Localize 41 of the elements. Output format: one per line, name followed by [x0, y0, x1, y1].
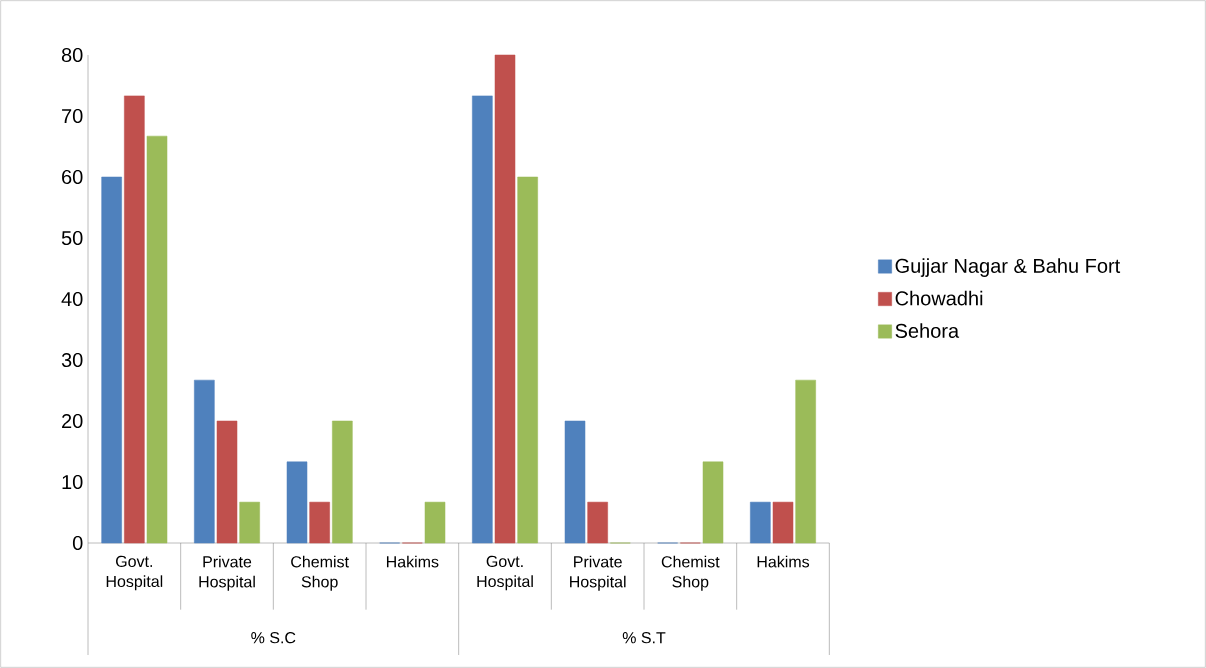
bar — [424, 501, 446, 544]
y-tick-label: 40 — [61, 291, 83, 307]
bar — [124, 95, 145, 544]
x-tick-label: Govt. Hospital — [106, 555, 163, 591]
x-tick-label: Private Hospital — [570, 555, 626, 591]
bar — [750, 501, 771, 544]
y-tick-label: 10 — [62, 474, 83, 490]
x-tick-label: Private Hospital — [199, 555, 255, 591]
bar — [286, 461, 308, 544]
bar — [795, 379, 816, 544]
y-tick-label: 20 — [62, 413, 83, 429]
bar — [702, 461, 724, 544]
bar — [332, 420, 353, 544]
x-tick-label: Hakims — [386, 555, 439, 568]
bar — [216, 420, 238, 544]
bar — [239, 501, 260, 544]
text: % S.C — [251, 632, 296, 644]
x-tick-label: Hakims — [757, 555, 810, 568]
y-tick-label: 80 — [61, 47, 83, 63]
bar — [587, 501, 608, 544]
x-tick-label: Chemist Shop — [291, 555, 349, 591]
y-tick-label: 30 — [61, 352, 83, 368]
bar — [101, 176, 122, 544]
y-tick-label: 70 — [62, 108, 83, 124]
y-tick-label: 0 — [72, 535, 83, 551]
bar — [564, 420, 586, 544]
x-tick-label: Chemist Shop — [661, 555, 720, 591]
y-tick-label: 60 — [62, 169, 83, 185]
bar — [494, 54, 516, 544]
text: % S.T — [622, 632, 666, 644]
bar — [472, 95, 493, 544]
y-tick-label: 50 — [61, 230, 83, 246]
bar — [194, 379, 215, 544]
legend-label: Gujjar Nagar & Bahu Fort — [895, 258, 1121, 277]
bar — [517, 176, 538, 544]
bar — [146, 135, 168, 544]
legend-label: Chowadhi — [895, 290, 983, 306]
legend-label: Sehora — [895, 323, 960, 338]
x-tick-label: Govt. Hospital — [477, 555, 533, 591]
bar — [772, 501, 794, 544]
bar — [309, 501, 330, 544]
